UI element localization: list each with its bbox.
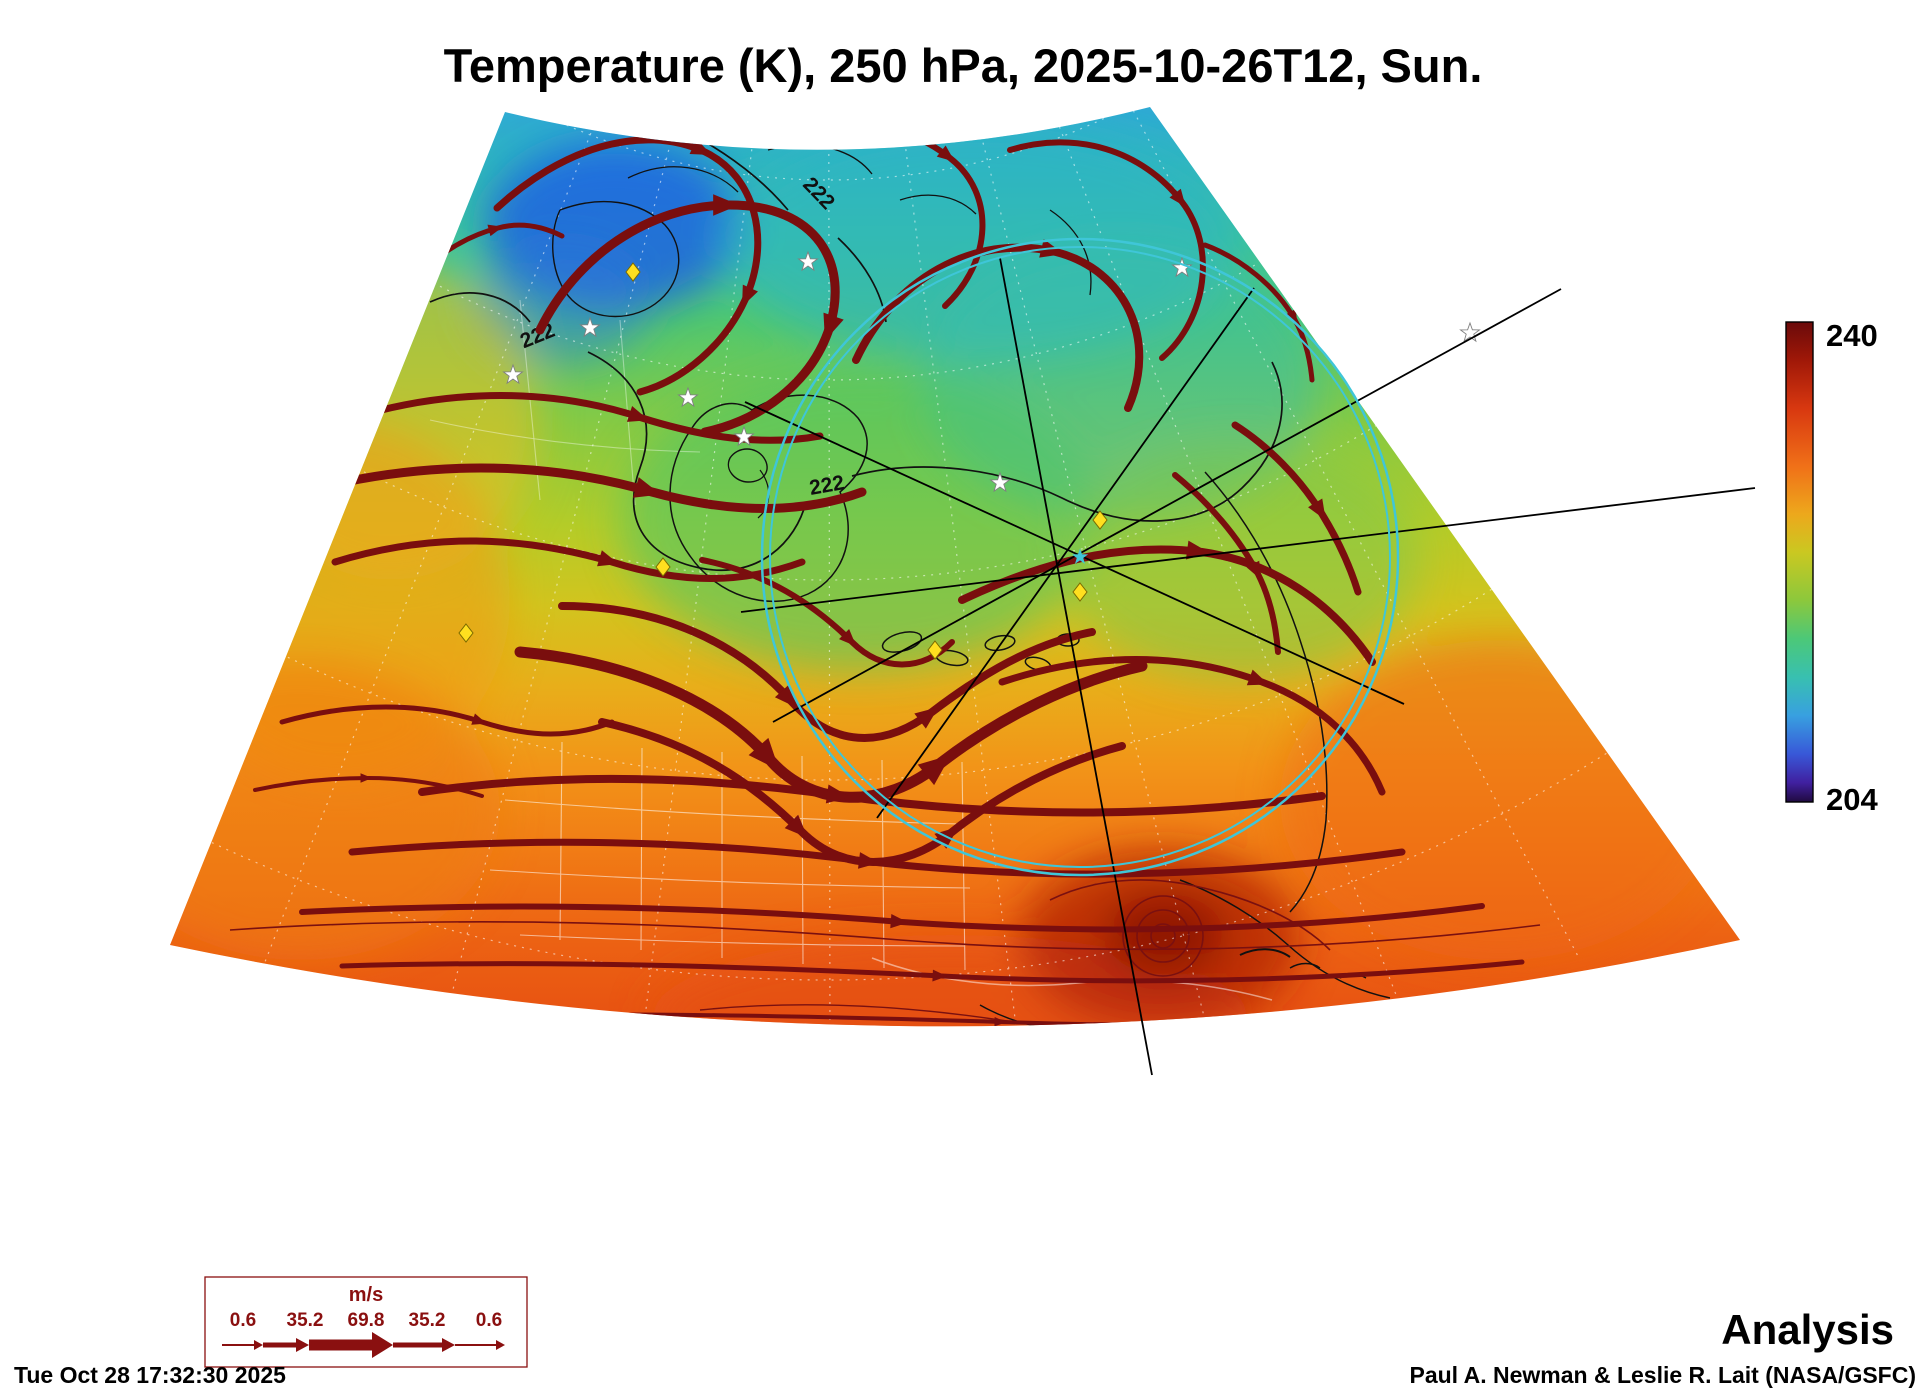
wind-legend-box [204,1276,528,1368]
wind-legend-speed: 35.2 [409,1310,446,1331]
wind-legend-speed: 69.8 [348,1310,385,1331]
streamline [348,392,824,444]
range-circle-outer [760,237,1400,877]
cross-line [740,487,1756,613]
cross-line [876,287,1255,819]
streamline [339,959,1525,984]
streamline [535,194,844,437]
range-circle-inner [769,246,1391,868]
vortex-contour [1122,895,1204,977]
wind-legend-arrow [222,1332,505,1358]
analysis-label: Analysis [1721,1306,1894,1353]
wind-legend-speed: 0.6 [230,1310,256,1331]
streamline [279,704,615,737]
colorbar-min-label: 204 [1826,782,1878,817]
generation-timestamp: Tue Oct 28 17:32:30 2025 [14,1362,286,1388]
cross-line [744,401,1405,705]
streamline [1202,242,1315,383]
colorbar-gradient [1785,321,1814,803]
streamline [998,656,1386,796]
streamline [348,838,1406,878]
streamline [1172,472,1281,655]
streamline [1007,139,1206,361]
streamline [299,903,1485,933]
wind-legend-speed: 35.2 [287,1310,324,1331]
map-canvas: 222 222 222 [170,107,1740,1027]
streamline [558,602,1096,742]
page-title: Temperature (K), 250 hPa, 2025-10-26T12,… [443,39,1483,92]
colorbar-max-label: 240 [1826,318,1878,353]
streamline [297,463,867,513]
wind-legend-units: m/s [349,1284,383,1306]
streamline [331,537,806,582]
streamline [852,239,1144,412]
wind-legend-speed: 0.6 [476,1310,502,1331]
streamline [253,773,484,798]
streamline [699,557,955,668]
streamline [958,540,1376,666]
vortex-contour [1136,909,1190,963]
cross-line [999,257,1153,1076]
streamline [429,222,565,265]
streamline [418,774,1326,817]
streamline [1231,421,1362,596]
vortex-contour [1150,923,1176,949]
wind-legend: m/s 0.6 35.2 69.8 35.2 0.6 [204,1276,528,1368]
range-circle-overlay [740,237,1756,1076]
colorbar: 240 204 [1785,318,1878,817]
cross-line [772,288,1562,723]
contour-222 [429,139,1283,572]
credits: Paul A. Newman & Leslie R. Lait (NASA/GS… [1409,1362,1916,1388]
